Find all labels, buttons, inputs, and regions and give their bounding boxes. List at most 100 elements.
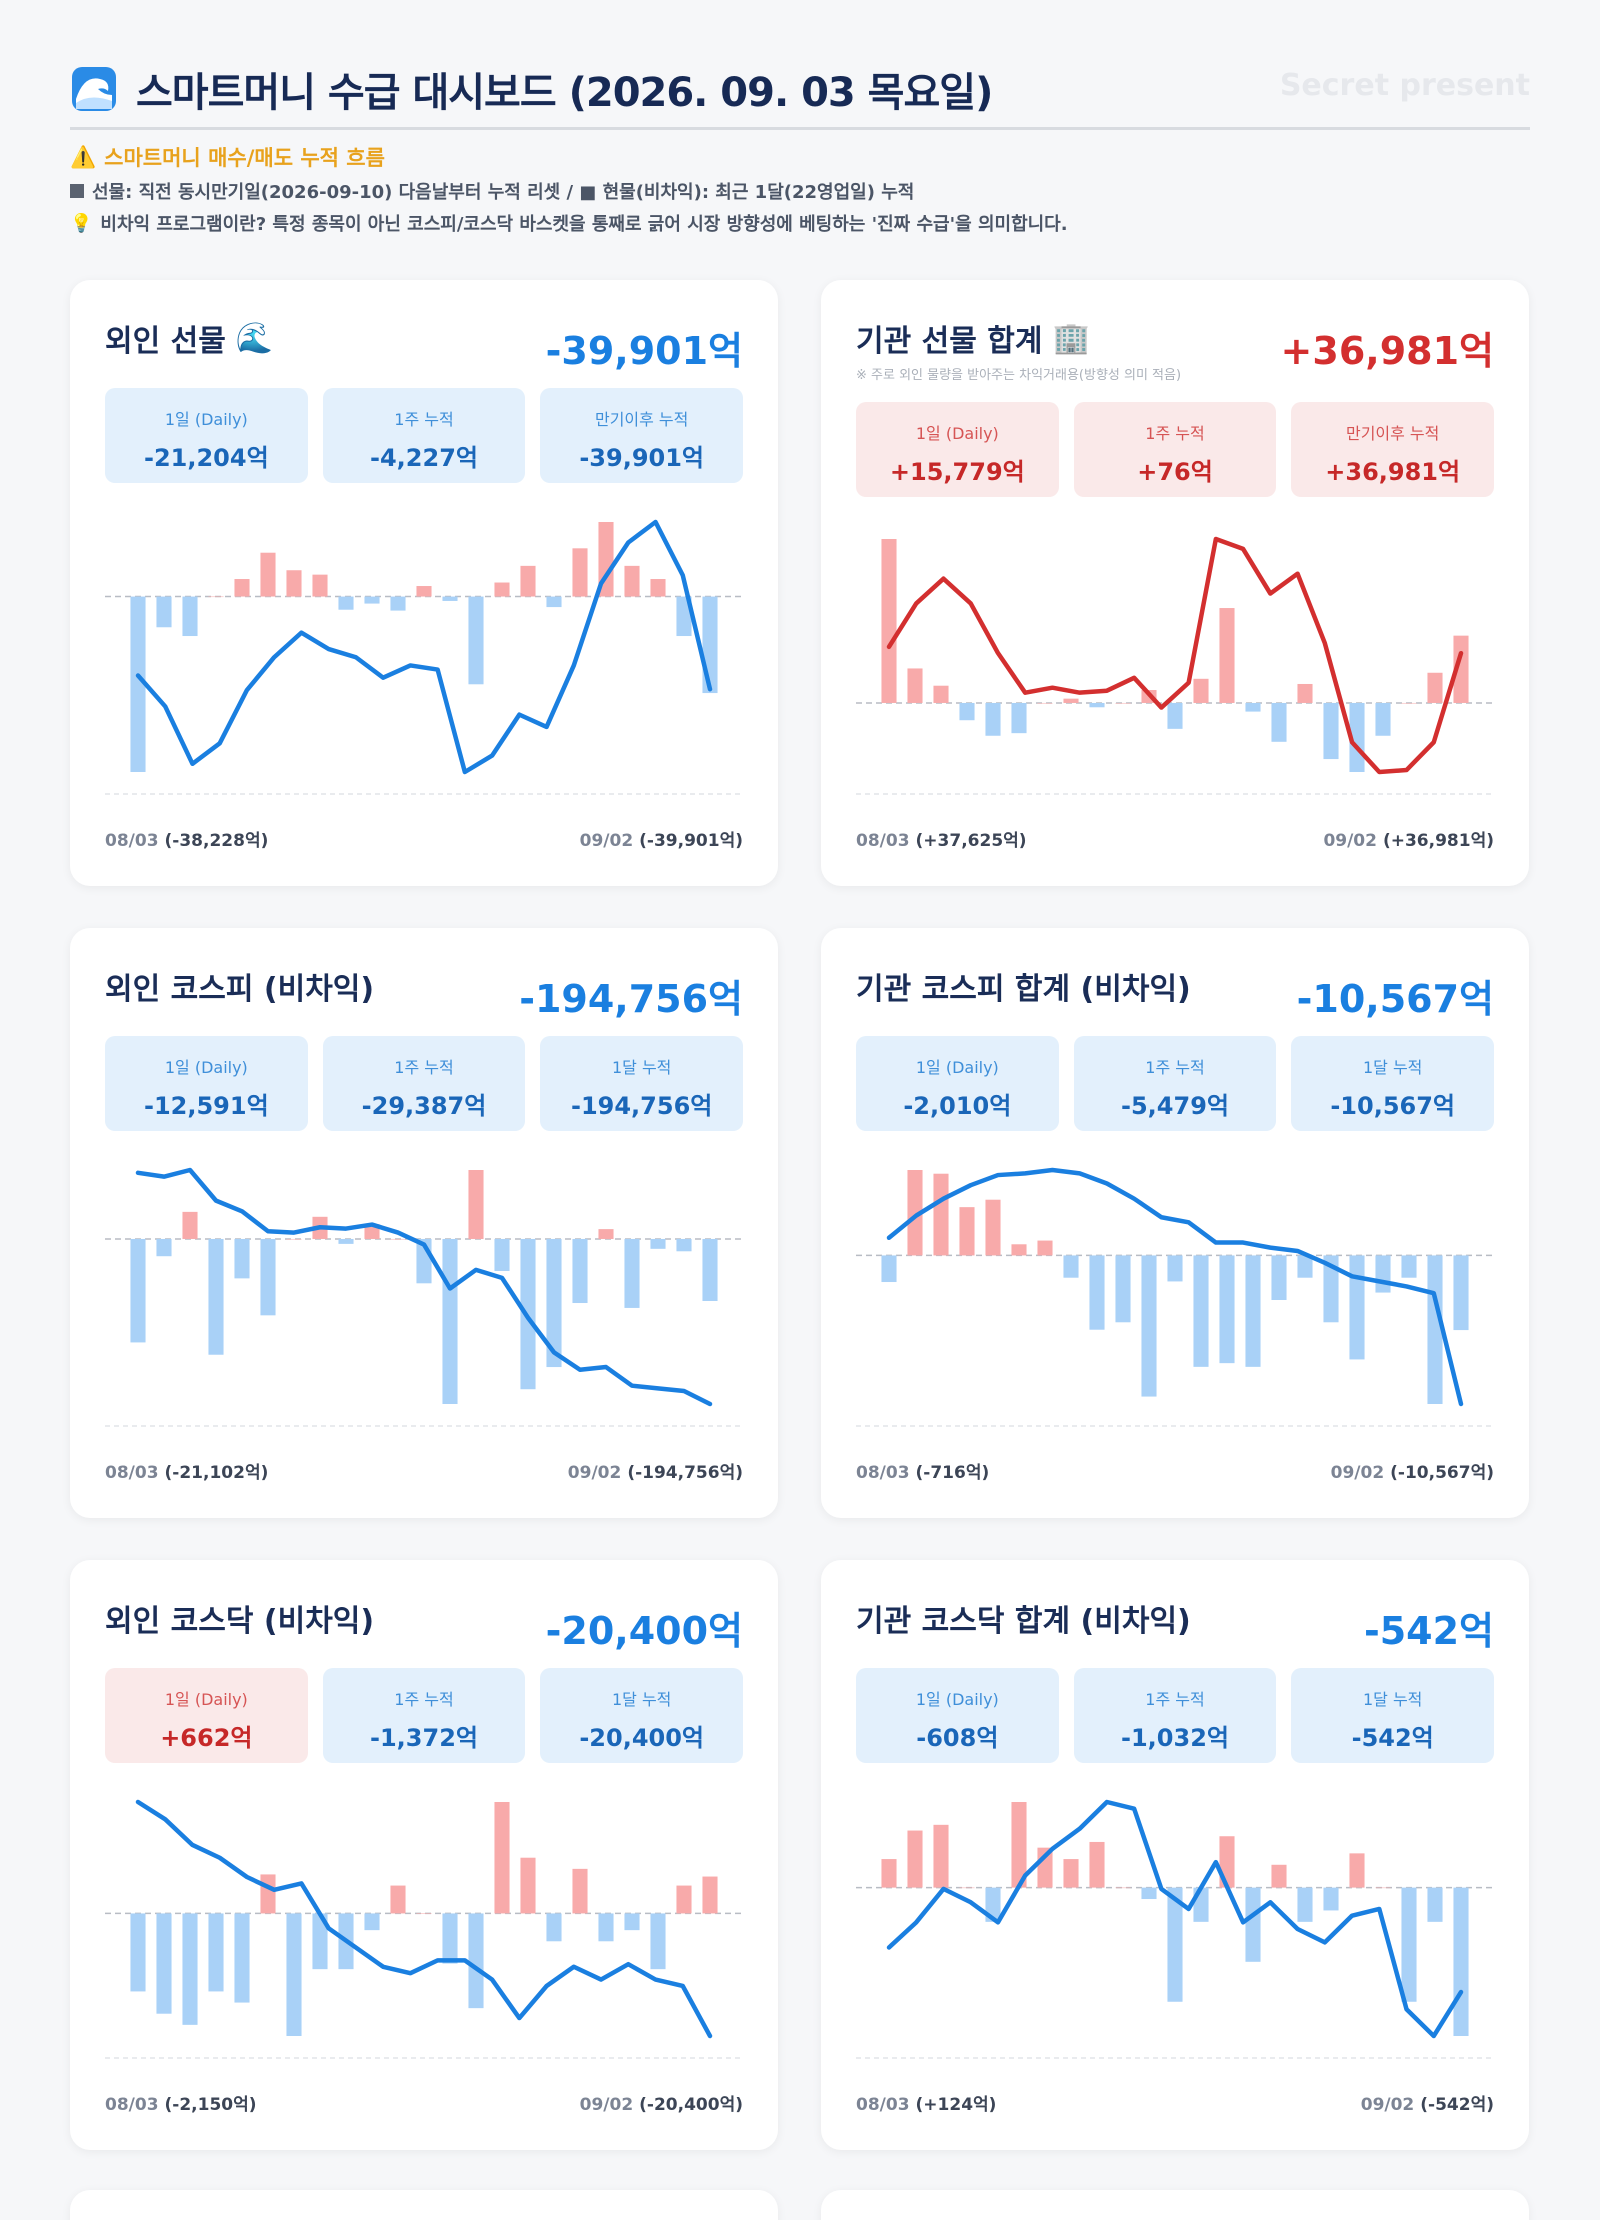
daily-bar: [286, 1913, 302, 2036]
daily-bar: [208, 1913, 224, 1992]
stat-value: -2,010억: [903, 1092, 1012, 1120]
daily-bar: [546, 596, 562, 608]
daily-bar: [1271, 702, 1287, 742]
stat-box: 1일 (Daily) -12,591억: [105, 1036, 308, 1131]
start-date: 08/03: [105, 1463, 159, 1483]
stat-label: 1달 누적: [1362, 1690, 1423, 1709]
end-value: (-20,400억): [639, 2095, 743, 2115]
end-date: 09/02: [579, 2095, 634, 2115]
daily-bar: [208, 596, 224, 598]
daily-bar: [985, 702, 1001, 736]
daily-bar: [1375, 1887, 1391, 1889]
daily-bar: [182, 596, 198, 637]
daily-bar: [1141, 1887, 1157, 1900]
warning-text: 스마트머니 매수/매도 누적 흐름: [104, 146, 385, 170]
daily-bar: [234, 1913, 250, 2003]
stat-box: 1주 누적 -5,479억: [1073, 1036, 1277, 1131]
stat-label: 1주 누적: [1145, 1058, 1205, 1077]
daily-bar: [1427, 672, 1443, 703]
end-date: 09/02: [1330, 1463, 1385, 1483]
daily-bar: [234, 579, 250, 597]
card-total: -10,567억: [1296, 977, 1494, 1021]
daily-bar: [1011, 702, 1027, 734]
daily-bar: [572, 548, 588, 597]
daily-bar: [234, 1238, 250, 1279]
card-title-text: 기관 선물 합계: [856, 324, 1043, 359]
daily-bar: [1401, 1255, 1417, 1278]
stat-value: -608억: [916, 1724, 999, 1752]
daily-bar: [572, 1868, 588, 1914]
header: 스마트머니 수급 대시보드 (2026. 09. 03 목요일) Secret …: [70, 60, 1530, 236]
daily-bar: [624, 1238, 640, 1308]
bulb-icon: 💡: [70, 212, 93, 234]
start-value: (-2,150억): [164, 2095, 257, 2115]
daily-bar: [933, 1824, 949, 1888]
square-icon: [70, 184, 84, 198]
cumulative-line: [135, 1167, 713, 1407]
daily-bar: [1141, 1255, 1157, 1397]
daily-bar: [312, 574, 328, 597]
daily-bar: [1245, 702, 1261, 712]
daily-bar: [985, 1199, 1001, 1256]
combo-chart: [856, 1799, 1494, 2059]
info-note: 💡 비차익 프로그램이란? 특정 종목이 아닌 코스피/코스닥 바스켓을 통째로…: [70, 210, 1530, 236]
stat-box: 1일 (Daily) -21,204억: [105, 388, 308, 483]
card-header: 외인 코스피 (비차익): [105, 964, 743, 1008]
start-date: 08/03: [105, 831, 159, 851]
daily-bar: [881, 1859, 897, 1888]
cumulative-line: [886, 1799, 1464, 2039]
end-date: 09/02: [1360, 2095, 1415, 2115]
daily-bar: [1323, 1887, 1339, 1911]
daily-bar: [959, 702, 975, 721]
chart-footer: 08/03 (-716억) 09/02 (-10,567억): [856, 1458, 1494, 1483]
cumulative-line: [135, 519, 713, 775]
daily-bar: [1115, 702, 1131, 704]
stat-row: 1일 (Daily) +662억 1주 누적 -1,372억 1달 누적 -20,400억: [105, 1668, 744, 1763]
stat-value: -21,204억: [144, 444, 269, 472]
daily-bar: [907, 668, 923, 703]
daily-bar: [390, 1885, 406, 1914]
card-header: 외인 코스닥 (비차익): [105, 1596, 743, 1640]
chart-footer: 08/03 (+124억) 09/02 (-542억): [856, 2090, 1494, 2115]
stat-box: 1달 누적 -542억: [1291, 1668, 1495, 1763]
combo-chart: [856, 536, 1494, 795]
daily-bar: [650, 1238, 666, 1249]
daily-bar: [1427, 1255, 1443, 1404]
daily-bar: [1193, 678, 1209, 703]
daily-bar: [442, 596, 458, 601]
daily-bar: [1167, 702, 1183, 729]
start-value: (+124억): [915, 2095, 997, 2115]
daily-bar: [676, 596, 692, 637]
daily-bar: [156, 1238, 172, 1257]
daily-bar: [208, 1238, 224, 1355]
card-title: 외인 코스닥 (비차익): [105, 1596, 743, 1640]
daily-bar: [572, 1238, 588, 1304]
stat-box: 만기이후 누적 +36,981억: [1291, 402, 1495, 497]
start-label: 08/03 (-38,228억): [105, 826, 268, 851]
stat-box: 1일 (Daily) -2,010억: [856, 1036, 1059, 1131]
start-date: 08/03: [856, 831, 910, 851]
daily-bar: [1375, 1255, 1391, 1293]
daily-bar: [156, 1913, 172, 2014]
stat-box: 1주 누적 -1,032억: [1073, 1668, 1277, 1763]
daily-bar: [468, 1170, 484, 1239]
start-value: (-716억): [915, 1463, 990, 1483]
stat-label: 1주 누적: [394, 410, 454, 429]
card-stub: [821, 2190, 1529, 2220]
daily-bar: [468, 596, 484, 685]
card-title-text: 외인 코스피 (비차익): [105, 972, 375, 1007]
daily-bar: [1427, 1887, 1443, 1922]
start-value: (-21,102억): [164, 1463, 269, 1483]
daily-bar: [624, 1913, 640, 1931]
stat-box: 1일 (Daily) -608억: [856, 1668, 1059, 1763]
daily-bar: [494, 1238, 510, 1271]
chart-footer: 08/03 (-2,150억) 09/02 (-20,400억): [105, 2090, 743, 2115]
stat-label: 1달 누적: [611, 1690, 672, 1709]
stat-label: 1일 (Daily): [915, 1690, 999, 1709]
stat-label: 1달 누적: [611, 1058, 672, 1077]
stat-box: 1주 누적 +76억: [1073, 402, 1277, 497]
stat-value: -5,479억: [1121, 1092, 1229, 1120]
end-date: 09/02: [579, 831, 634, 851]
chart-footer: 08/03 (-38,228억) 09/02 (-39,901억): [105, 826, 743, 851]
daily-bar: [881, 1255, 897, 1283]
